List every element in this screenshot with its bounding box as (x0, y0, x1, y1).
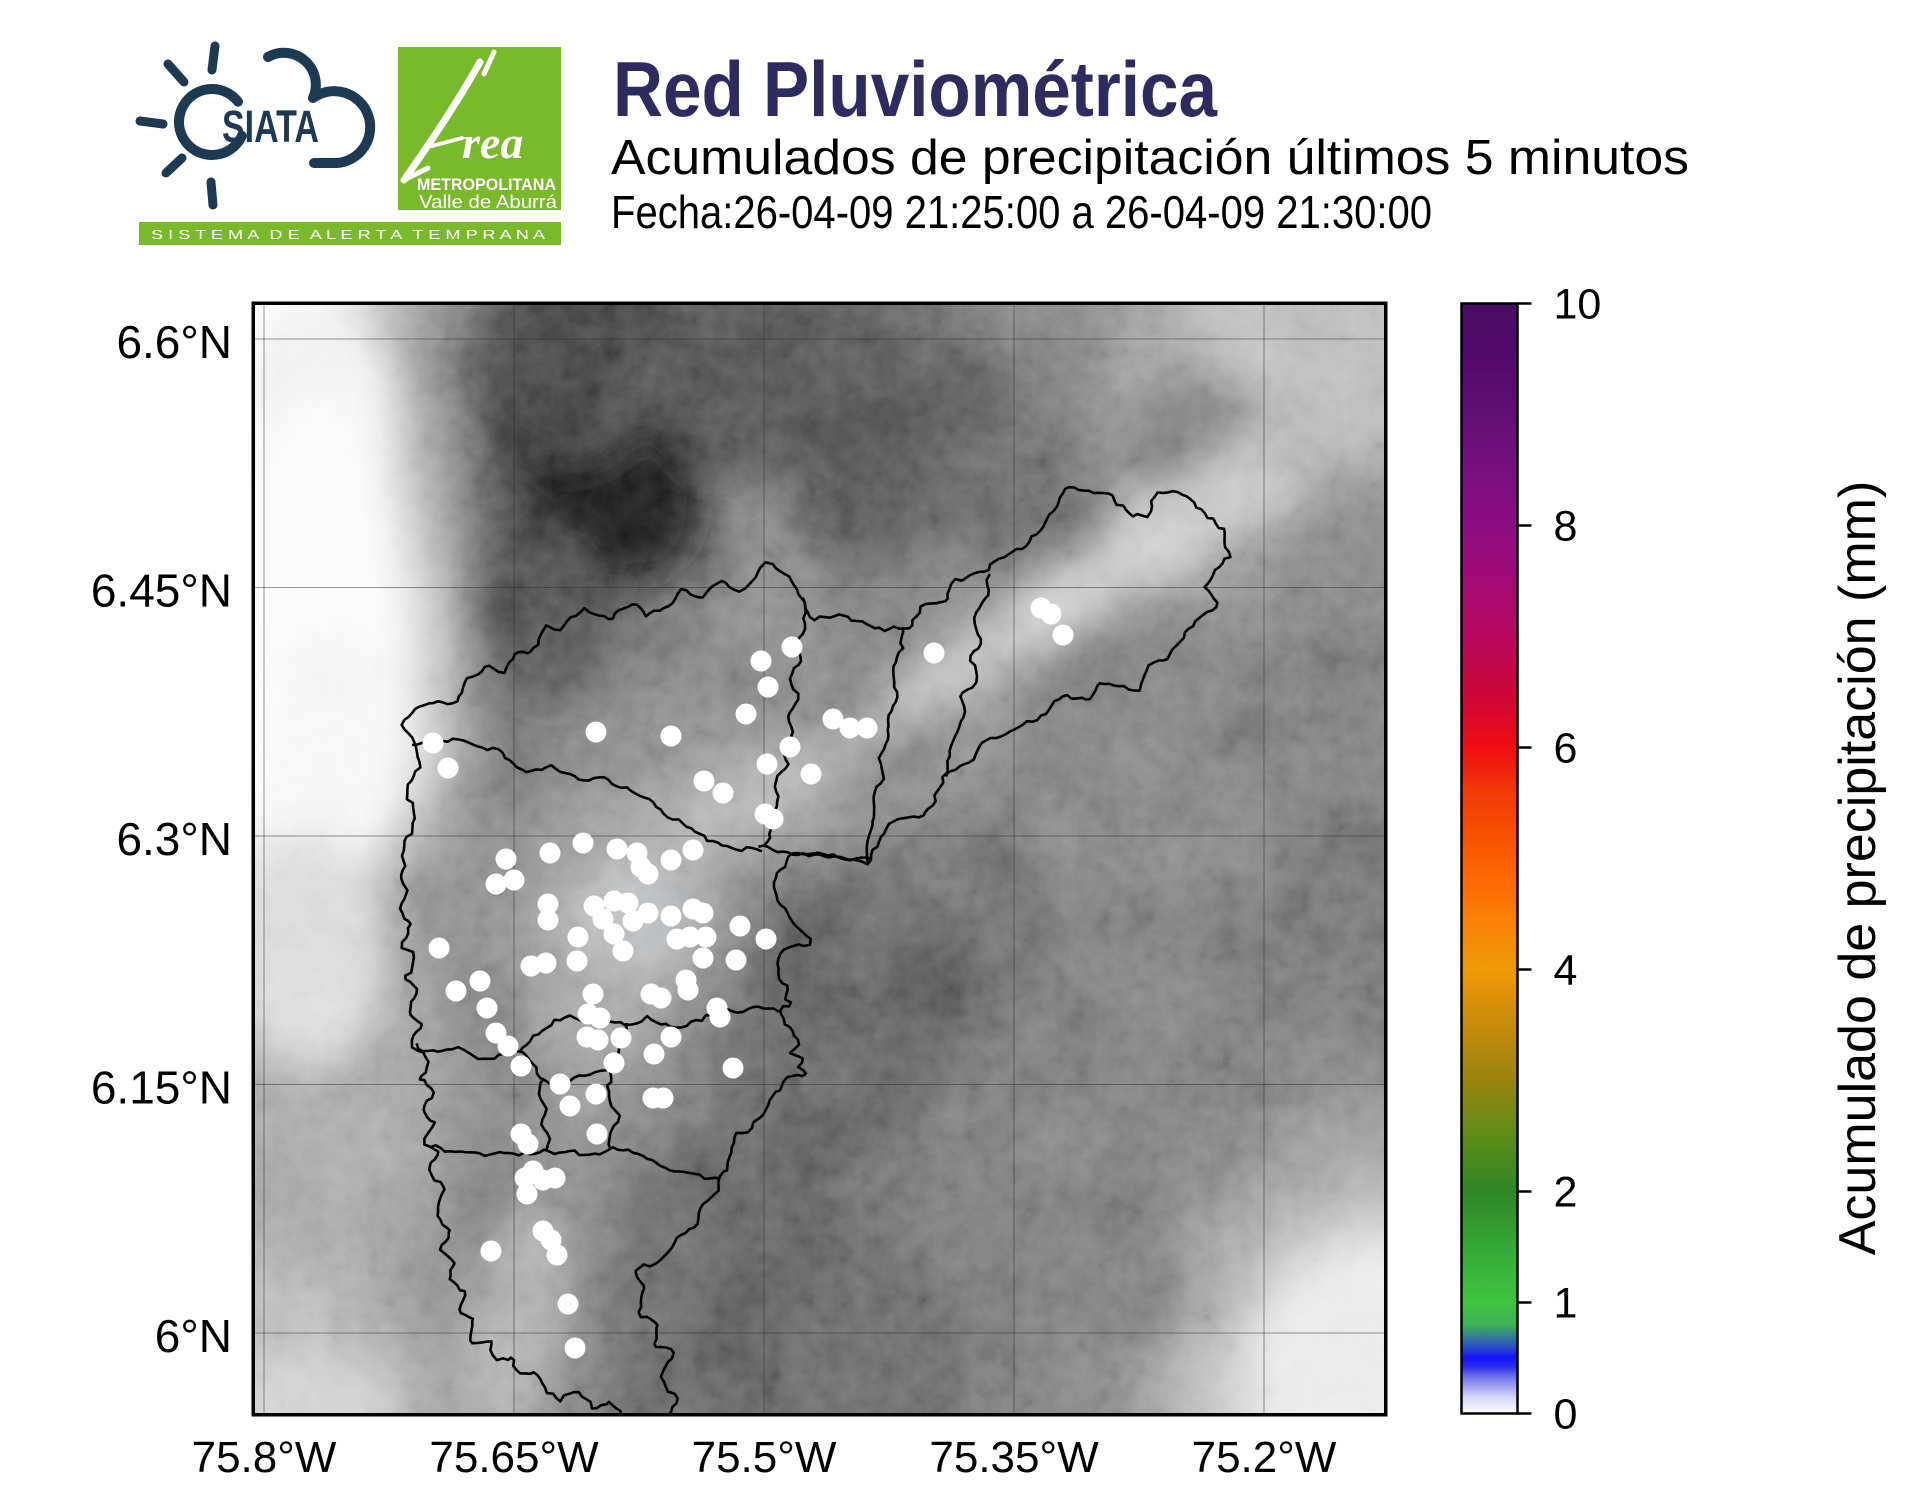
svg-text:6°N: 6°N (155, 1310, 232, 1362)
svg-text:10: 10 (1554, 281, 1602, 329)
svg-text:rea: rea (462, 117, 523, 168)
svg-text:6.6°N: 6.6°N (116, 316, 232, 368)
svg-text:Fecha:26-04-09 21:25:00 a 26-0: Fecha:26-04-09 21:25:00 a 26-04-09 21:30… (611, 186, 1432, 238)
svg-text:75.35°W: 75.35°W (929, 1433, 1099, 1482)
svg-text:6: 6 (1554, 725, 1578, 773)
svg-text:0: 0 (1554, 1391, 1578, 1439)
svg-text:6.3°N: 6.3°N (116, 813, 232, 865)
svg-text:2: 2 (1554, 1169, 1578, 1217)
svg-text:75.65°W: 75.65°W (429, 1433, 599, 1482)
svg-text:6.45°N: 6.45°N (91, 565, 232, 617)
svg-text:Acumulados de precipitación úl: Acumulados de precipitación últimos 5 mi… (611, 131, 1689, 185)
svg-text:Red Pluviométrica: Red Pluviométrica (613, 45, 1218, 133)
svg-text:4: 4 (1554, 947, 1578, 995)
svg-text:6.15°N: 6.15°N (91, 1062, 232, 1114)
svg-text:Acumulado de precipitación (mm: Acumulado de precipitación (mm) (1829, 481, 1887, 1256)
svg-text:75.8°W: 75.8°W (192, 1433, 337, 1482)
svg-text:75.2°W: 75.2°W (1192, 1433, 1337, 1482)
svg-text:S I S T E M A D E A L E R T: S I S T E M A D E A L E R T A T E M P R … (151, 227, 545, 242)
svg-text:Valle de Aburrá: Valle de Aburrá (419, 191, 558, 212)
svg-text:1: 1 (1554, 1280, 1578, 1328)
svg-text:SIATA: SIATA (222, 101, 319, 152)
svg-text:75.5°W: 75.5°W (692, 1433, 837, 1482)
svg-text:METROPOLITANA: METROPOLITANA (417, 175, 556, 194)
svg-text:8: 8 (1554, 503, 1578, 551)
